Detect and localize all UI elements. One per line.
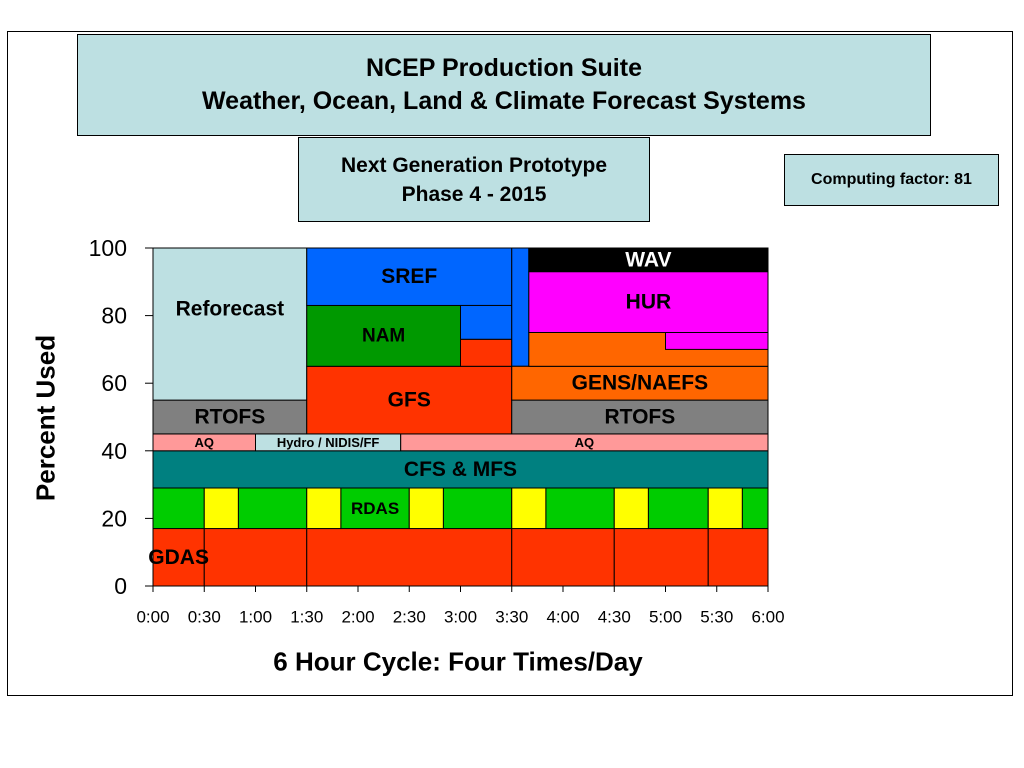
block-label-hydro-nidis-ff: Hydro / NIDIS/FF xyxy=(277,435,380,450)
x-axis-label: 6 Hour Cycle: Four Times/Day xyxy=(273,646,643,677)
block-rdas xyxy=(408,487,444,530)
slide-frame xyxy=(7,31,1013,696)
x-tick-label: 5:30 xyxy=(700,608,733,627)
x-tick-label: 0:30 xyxy=(188,608,221,627)
block-label-sref: SREF xyxy=(381,265,437,288)
y-tick-label: 40 xyxy=(101,438,127,464)
x-tick-label: 3:00 xyxy=(444,608,477,627)
title-line-2: Weather, Ocean, Land & Climate Forecast … xyxy=(202,87,806,115)
block-label-hur: HUR xyxy=(626,291,672,314)
block-rdas xyxy=(306,487,342,530)
block-label-reforecast: Reforecast xyxy=(176,297,285,320)
block-rdas xyxy=(152,487,205,530)
x-tick-label: 6:00 xyxy=(751,608,784,627)
computing-factor-box: Computing factor: 81 xyxy=(784,154,999,206)
block-rdas xyxy=(613,487,649,530)
block-gfs xyxy=(306,365,513,435)
block-rdas xyxy=(442,487,513,530)
block-label-aq: AQ xyxy=(195,435,215,450)
block-gdas xyxy=(306,528,513,587)
block-sref xyxy=(511,247,530,367)
x-tick-label: 1:30 xyxy=(290,608,323,627)
block-rdas xyxy=(237,487,308,530)
title-line-1: NCEP Production Suite xyxy=(366,54,642,82)
block-label-aq: AQ xyxy=(575,435,595,450)
x-tick-label: 0:00 xyxy=(136,608,169,627)
subtitle-line-1: Next Generation Prototype xyxy=(340,153,608,177)
block-label-nam: NAM xyxy=(362,325,405,346)
x-tick-label: 4:30 xyxy=(598,608,631,627)
block-gdas xyxy=(707,528,769,587)
block-hur xyxy=(665,332,769,350)
computing-factor-label: Computing factor: 81 xyxy=(811,171,972,188)
block-gdas xyxy=(203,528,308,587)
y-tick-label: 20 xyxy=(101,505,127,531)
y-tick-label: 80 xyxy=(101,303,127,329)
x-tick-label: 4:00 xyxy=(546,608,579,627)
x-tick-label: 2:00 xyxy=(341,608,374,627)
block-rdas xyxy=(545,487,615,530)
block-rdas xyxy=(741,487,769,530)
y-tick-label: 0 xyxy=(114,573,127,599)
block-gfs xyxy=(460,338,513,367)
x-tick-label: 5:00 xyxy=(649,608,682,627)
block-wav xyxy=(528,247,769,273)
block-rdas xyxy=(647,487,709,530)
block-gdas xyxy=(511,528,615,587)
block-label-wav: WAV xyxy=(625,248,671,271)
block-cfs-mfs xyxy=(152,450,769,489)
y-tick-label: 100 xyxy=(89,235,127,261)
block-rtofs xyxy=(152,399,308,435)
y-tick-label: 60 xyxy=(101,370,127,396)
block-label-rtofs: RTOFS xyxy=(194,406,265,429)
block-label-rtofs: RTOFS xyxy=(604,406,675,429)
block-label-rdas: RDAS xyxy=(351,499,399,518)
block-sref xyxy=(460,304,513,340)
block-rdas xyxy=(203,487,239,530)
block-label-cfs-mfs: CFS & MFS xyxy=(404,458,517,481)
title-box: NCEP Production Suite Weather, Ocean, La… xyxy=(77,34,931,136)
y-axis-label: Percent Used xyxy=(30,334,61,502)
block-reforecast xyxy=(152,247,308,401)
block-rdas xyxy=(511,487,547,530)
block-rdas xyxy=(707,487,743,530)
block-gdas xyxy=(613,528,709,587)
subtitle-line-2: Phase 4 - 2015 xyxy=(401,182,547,206)
x-tick-label: 3:30 xyxy=(495,608,528,627)
subtitle-box: Next Generation Prototype Phase 4 - 2015 xyxy=(298,137,650,222)
block-label-gens-naefs: GENS/NAEFS xyxy=(572,372,709,395)
block-label-gdas: GDAS xyxy=(148,546,209,569)
block-label-gfs: GFS xyxy=(388,389,431,412)
block-gens-naefs xyxy=(511,365,769,401)
x-tick-label: 1:00 xyxy=(239,608,272,627)
x-tick-label: 2:30 xyxy=(393,608,426,627)
